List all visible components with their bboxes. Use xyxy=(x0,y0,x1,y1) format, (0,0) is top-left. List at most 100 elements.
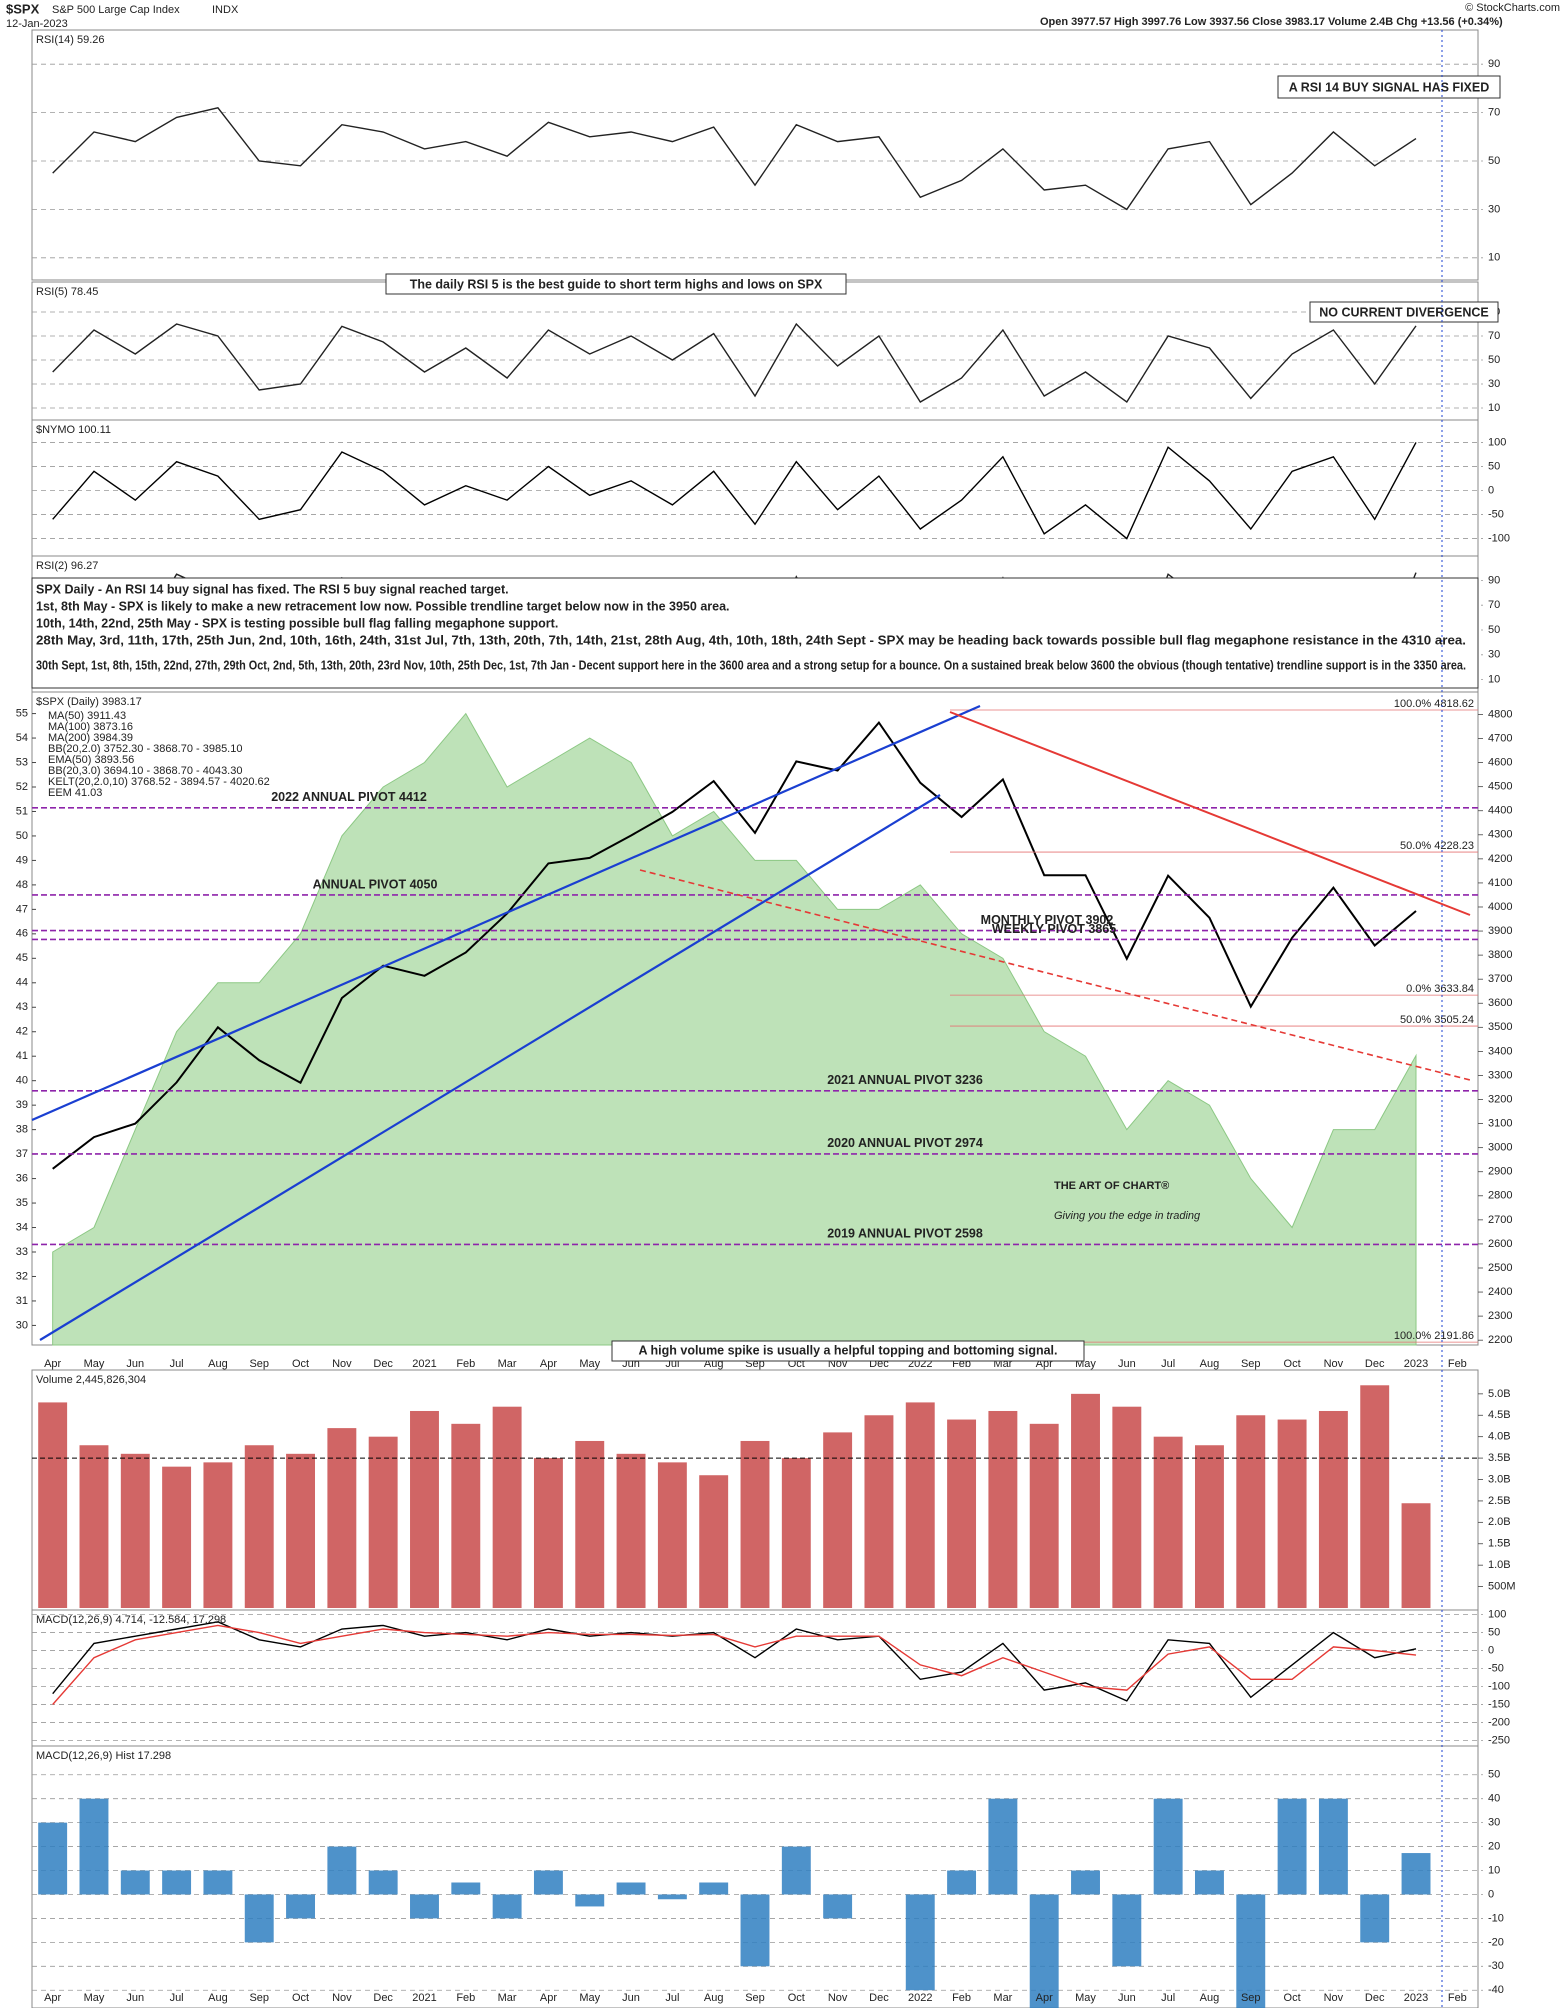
panel-label: RSI(5) 78.45 xyxy=(36,286,98,298)
line xyxy=(52,720,1417,1170)
quote: Open 3977.57 High 3997.76 Low 3937.56 Cl… xyxy=(1040,16,1503,28)
watermark: THE ART OF CHART® xyxy=(1054,1180,1169,1192)
line xyxy=(52,107,1417,211)
fib-label: 100.0% 2191.86 xyxy=(1394,1330,1474,1342)
y2-tick-label: 49 xyxy=(16,854,28,866)
x-tick-label: Feb xyxy=(1448,1358,1467,1370)
y-tick-label: 2400 xyxy=(1488,1286,1512,1298)
x-tick-label: Nov xyxy=(1324,1992,1344,2004)
y-tick-label: 50 xyxy=(1488,354,1500,366)
watermark-sub: Giving you the edge in trading xyxy=(1054,1210,1201,1222)
x-tick-label: Feb xyxy=(1448,1992,1467,2004)
y-tick-label: 4100 xyxy=(1488,877,1512,889)
bar xyxy=(492,1894,522,1919)
bar xyxy=(905,1402,935,1608)
y-tick-label: 10 xyxy=(1488,674,1500,686)
y-tick-label: 3.5B xyxy=(1488,1452,1511,1464)
pivot-label: MONTHLY PIVOT 3902 xyxy=(981,913,1114,927)
y2-tick-label: 54 xyxy=(16,732,28,744)
y-tick-label: 10 xyxy=(1488,1864,1500,1876)
x-tick-label: Nov xyxy=(1324,1358,1344,1370)
y-tick-label: 10 xyxy=(1488,402,1500,414)
bar xyxy=(1153,1436,1183,1608)
index-name: S&P 500 Large Cap Index xyxy=(52,4,180,16)
x-tick-label: Oct xyxy=(788,1992,805,2004)
y2-tick-label: 44 xyxy=(16,977,28,989)
symbol: $SPX xyxy=(6,1,40,16)
area xyxy=(52,712,1417,1346)
x-tick-label: Aug xyxy=(208,1358,228,1370)
y-tick-label: 3000 xyxy=(1488,1142,1512,1154)
bar xyxy=(451,1423,481,1608)
x-tick-label: 2021 xyxy=(412,1358,436,1370)
x-tick-label: Sep xyxy=(745,1992,765,2004)
bar xyxy=(1112,1406,1142,1608)
pivot-label: ANNUAL PIVOT 4050 xyxy=(313,877,438,891)
legend-entry: MA(200) 3984.39 xyxy=(48,732,133,744)
note-line: 28th May, 3rd, 11th, 17th, 25th Jun, 2nd… xyxy=(36,633,1466,647)
y-tick-label: 20 xyxy=(1488,1840,1500,1852)
x-tick-label: Dec xyxy=(1365,1992,1385,2004)
fib-label: 50.0% 4228.23 xyxy=(1400,840,1474,852)
y-tick-label: 30 xyxy=(1488,649,1500,661)
y-tick-label: 4000 xyxy=(1488,901,1512,913)
y2-tick-label: 34 xyxy=(16,1221,28,1233)
trendline xyxy=(39,794,941,1341)
x-tick-label: Jul xyxy=(170,1992,184,2004)
line xyxy=(52,1621,1417,1702)
annotation: NO CURRENT DIVERGENCE xyxy=(1319,305,1488,319)
bar xyxy=(327,1428,357,1608)
bar xyxy=(203,1462,233,1608)
bar xyxy=(823,1894,853,1919)
bar xyxy=(1029,1894,1059,2008)
x-tick-label: Sep xyxy=(249,1992,269,2004)
annotation: A high volume spike is usually a helpful… xyxy=(638,1343,1057,1357)
bar xyxy=(947,1419,977,1608)
annotation-box xyxy=(1277,75,1501,99)
bar xyxy=(120,1453,150,1608)
y-tick-label: -10 xyxy=(1488,1912,1504,1924)
bar xyxy=(1360,1894,1390,1943)
y-tick-label: 1.0B xyxy=(1488,1559,1511,1571)
y-tick-label: 30 xyxy=(1488,378,1500,390)
x-tick-label: Jun xyxy=(126,1358,144,1370)
x-tick-label: Jul xyxy=(1161,1992,1175,2004)
y-tick-label: -250 xyxy=(1488,1734,1510,1746)
bar xyxy=(1194,1870,1224,1895)
y-tick-label: 10 xyxy=(1488,252,1500,264)
y2-tick-label: 41 xyxy=(16,1050,28,1062)
line xyxy=(52,322,1417,404)
x-tick-label: Dec xyxy=(869,1992,889,2004)
annotation-box xyxy=(611,1340,1085,1362)
bar xyxy=(616,1882,646,1895)
y-tick-label: -50 xyxy=(1488,1662,1504,1674)
x-tick-label: May xyxy=(579,1992,600,2004)
y-tick-label: 3900 xyxy=(1488,925,1512,937)
bar xyxy=(244,1445,274,1608)
y-tick-label: 50 xyxy=(1488,155,1500,167)
y-tick-label: 3800 xyxy=(1488,949,1512,961)
y-tick-label: 2300 xyxy=(1488,1310,1512,1322)
pivot-label: 2021 ANNUAL PIVOT 3236 xyxy=(827,1073,983,1087)
x-tick-label: Apr xyxy=(540,1992,557,2004)
bar xyxy=(1318,1410,1348,1608)
y2-tick-label: 46 xyxy=(16,928,28,940)
x-tick-label: Dec xyxy=(373,1992,393,2004)
bar xyxy=(988,1410,1018,1608)
bar xyxy=(823,1432,853,1608)
bar xyxy=(1401,1853,1431,1895)
date: 12-Jan-2023 xyxy=(6,18,68,30)
bar xyxy=(575,1440,605,1608)
legend-entry: KELT(20,2.0,10) 3768.52 - 3894.57 - 4020… xyxy=(48,776,270,788)
bar xyxy=(162,1466,192,1608)
note: The daily RSI 5 is the best guide to sho… xyxy=(410,277,823,291)
y-tick-label: 50 xyxy=(1488,460,1500,472)
y-tick-label: 4400 xyxy=(1488,805,1512,817)
y-tick-label: -20 xyxy=(1488,1936,1504,1948)
y-tick-label: 2900 xyxy=(1488,1166,1512,1178)
note-line: 10th, 14th, 22nd, 25th May - SPX is test… xyxy=(36,616,558,630)
y2-tick-label: 43 xyxy=(16,1001,28,1013)
pivot-label: WEEKLY PIVOT 3865 xyxy=(992,922,1116,936)
bar xyxy=(1277,1419,1307,1608)
